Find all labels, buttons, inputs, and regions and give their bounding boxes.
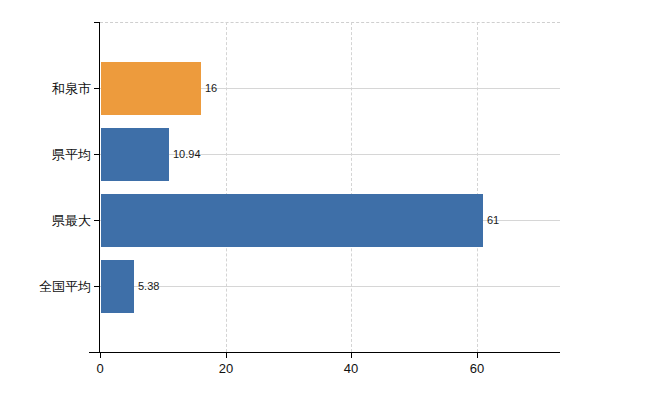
bar-value-label: 5.38 [138,281,159,292]
x-axis-tick-label: 0 [96,362,103,375]
y-axis-tick [94,286,99,287]
x-axis-tick [100,353,101,358]
horizontal-gridline [100,154,560,155]
horizontal-gridline [100,286,560,287]
x-axis-tick [477,353,478,358]
category-label: 全国平均 [0,280,91,293]
y-axis-tick [94,220,99,221]
y-axis [99,22,100,352]
y-axis-tick [94,88,99,89]
horizontal-bar-chart: 16 10.94 61 5.38 和泉市県平均県最大全国平均 0 20 40 60 [0,0,650,400]
category-label: 県最大 [0,214,91,227]
y-axis-tick [94,22,99,23]
x-axis-tick [351,353,352,358]
bar-3 [101,260,134,313]
bar-1 [101,128,169,181]
x-axis [89,352,560,353]
y-axis-tick [94,154,99,155]
bar-0 [101,62,201,115]
bar-value-label: 10.94 [173,149,201,160]
x-axis-tick [226,353,227,358]
bar-value-label: 61 [487,215,499,226]
x-axis-tick-label: 60 [470,362,484,375]
plot-top-border [100,22,560,23]
x-axis-tick-label: 20 [219,362,233,375]
bar-2 [101,194,483,247]
x-axis-tick-label: 40 [344,362,358,375]
category-label: 和泉市 [0,82,91,95]
vertical-gridline [477,22,478,352]
vertical-gridline [351,22,352,352]
category-label: 県平均 [0,148,91,161]
vertical-gridline [226,22,227,352]
bar-value-label: 16 [205,83,217,94]
